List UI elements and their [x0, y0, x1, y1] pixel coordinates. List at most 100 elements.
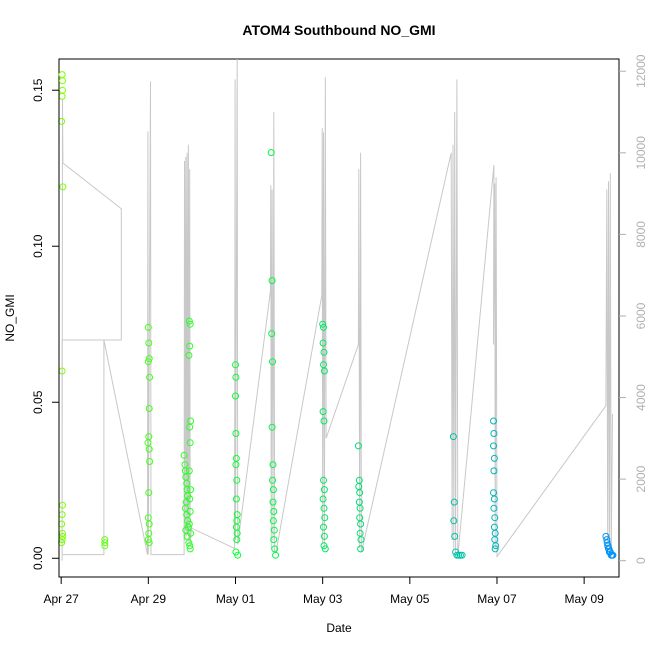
data-point — [145, 339, 153, 347]
x-tick-label: Apr 27 — [43, 592, 79, 606]
data-point — [146, 373, 154, 381]
data-point — [320, 323, 327, 331]
y-tick-label: 0.10 — [31, 234, 45, 258]
data-point — [491, 514, 499, 522]
data-point — [186, 342, 194, 350]
data-point — [490, 442, 497, 450]
data-point — [186, 320, 194, 328]
data-point — [268, 423, 276, 431]
y-axis-label: NO_GMI — [3, 294, 17, 341]
data-point — [232, 495, 240, 503]
data-point — [320, 348, 328, 356]
data-point — [320, 476, 327, 484]
data-point — [451, 532, 459, 540]
data-point — [450, 498, 458, 506]
data-point — [186, 508, 194, 515]
data-point — [232, 430, 240, 437]
data-point — [356, 489, 364, 497]
data-point — [321, 514, 329, 522]
x-axis: Apr 27 Apr 29 May 01 May 03 May 05 May 07 May … — [43, 576, 604, 606]
data-point — [602, 532, 610, 540]
y2-tick-label: 8000 — [634, 221, 648, 248]
data-point — [232, 392, 239, 400]
y2-tick-label: 6000 — [634, 302, 648, 329]
data-point — [185, 317, 193, 325]
data-point — [233, 536, 241, 544]
data-point — [270, 526, 278, 534]
data-point — [144, 358, 152, 366]
data-point — [186, 423, 194, 431]
data-point — [58, 71, 66, 79]
data-point — [490, 454, 498, 462]
data-point — [357, 536, 365, 544]
data-point — [59, 86, 66, 94]
chart-title: ATOM4 Southbound NO_GMI — [242, 22, 435, 38]
data-point — [319, 495, 327, 503]
data-point — [491, 545, 499, 553]
data-point — [101, 539, 109, 547]
data-point — [490, 467, 498, 475]
data-point — [357, 545, 365, 553]
data-point — [270, 536, 278, 544]
data-point — [269, 476, 276, 484]
data-point — [187, 529, 195, 537]
data-point — [269, 358, 276, 366]
data-point — [269, 498, 277, 506]
data-point — [490, 504, 498, 512]
y-axis: 0.00 0.05 0.10 0.15 — [31, 78, 60, 570]
data-point — [449, 433, 457, 441]
data-point — [145, 539, 153, 547]
y2-tick-label: 12000 — [634, 54, 648, 88]
data-point — [320, 367, 328, 375]
data-point — [269, 461, 277, 469]
data-point — [320, 486, 328, 494]
data-point — [354, 442, 362, 450]
altitude-line — [61, 58, 613, 561]
x-tick-label: May 07 — [477, 592, 517, 606]
data-point — [458, 551, 466, 559]
data-point — [101, 542, 109, 550]
data-point — [233, 476, 241, 484]
data-point — [320, 504, 328, 512]
data-point — [605, 545, 613, 553]
data-point — [145, 445, 153, 453]
data-point — [270, 508, 278, 515]
data-point — [145, 520, 153, 528]
y2-tick-label: 0 — [634, 557, 648, 564]
x-axis-label: Date — [326, 621, 352, 635]
data-point — [320, 532, 328, 540]
data-point — [450, 517, 458, 525]
data-point — [59, 77, 66, 85]
x-tick-label: May 09 — [564, 592, 604, 606]
data-point — [144, 536, 152, 544]
data-point — [186, 439, 194, 447]
data-point — [232, 461, 240, 469]
data-point — [187, 486, 195, 494]
data-point — [268, 277, 276, 285]
data-point — [185, 351, 193, 359]
plot-frame — [58, 58, 620, 578]
data-point — [320, 523, 327, 531]
data-points — [58, 71, 617, 559]
altitude-trace — [61, 58, 613, 561]
data-point — [234, 551, 242, 559]
data-point — [269, 517, 277, 525]
data-point — [269, 486, 277, 494]
data-point — [145, 489, 153, 497]
data-point — [356, 504, 364, 512]
data-point — [145, 405, 153, 412]
data-point — [144, 439, 152, 447]
data-point — [319, 339, 327, 347]
y2-tick-label: 2000 — [634, 465, 648, 492]
data-point — [232, 373, 240, 381]
data-point — [267, 149, 275, 157]
y-tick-label: 0.15 — [31, 78, 45, 102]
data-point — [185, 520, 193, 528]
data-point — [186, 545, 194, 553]
data-point — [492, 542, 500, 550]
data-point — [59, 183, 67, 191]
data-point — [185, 467, 193, 475]
y-tick-label: 0.05 — [31, 390, 45, 414]
data-point — [145, 355, 153, 363]
